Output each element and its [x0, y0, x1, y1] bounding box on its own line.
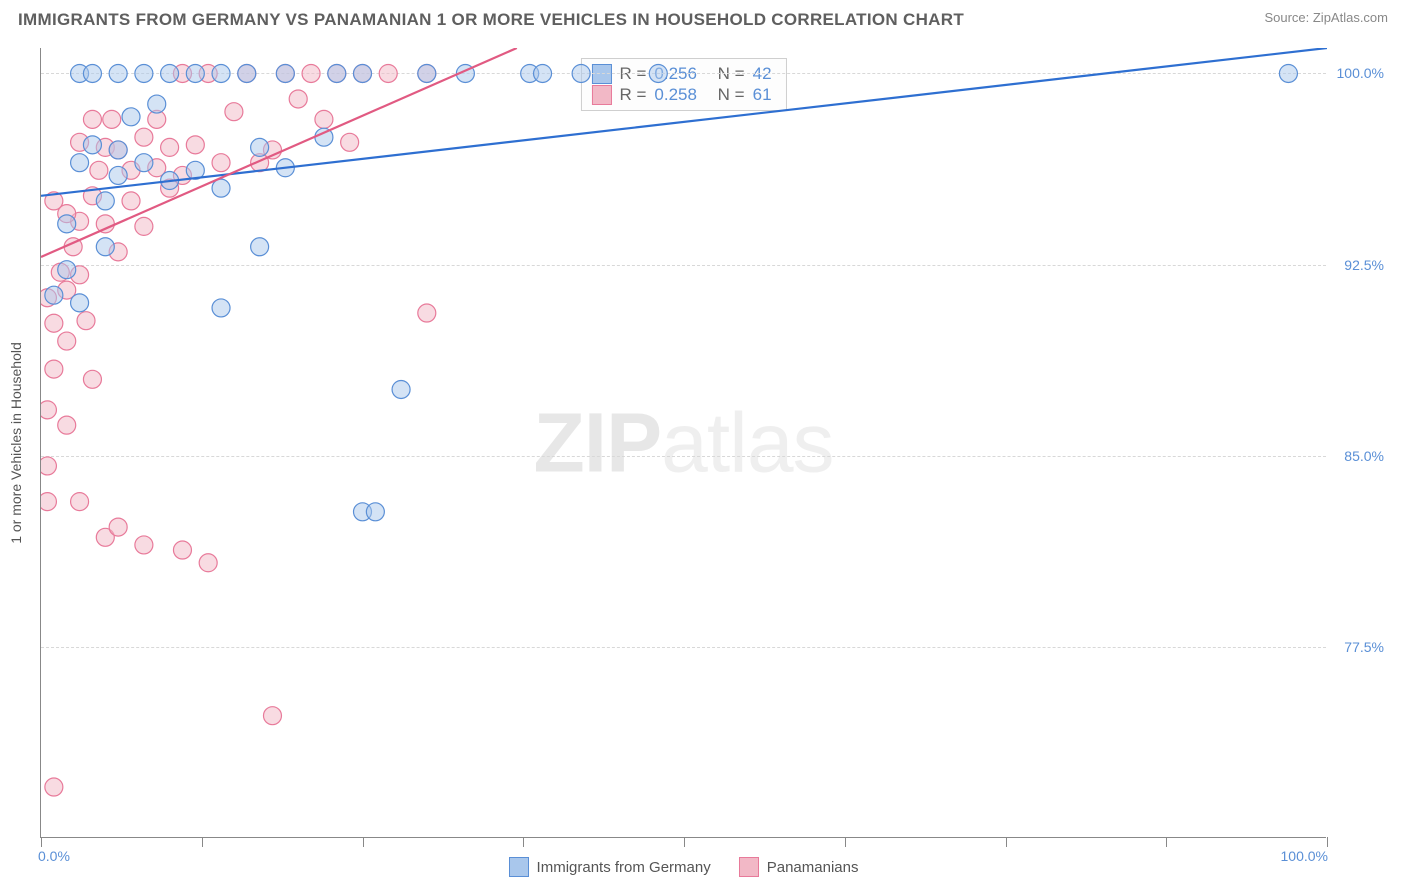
data-point [96, 192, 114, 210]
x-tick [1006, 837, 1007, 847]
data-point [96, 238, 114, 256]
data-point [41, 457, 56, 475]
data-point [135, 217, 153, 235]
data-point [58, 261, 76, 279]
data-point [534, 64, 552, 82]
y-axis-label: 1 or more Vehicles in Household [8, 342, 24, 544]
data-point [58, 332, 76, 350]
data-point [45, 286, 63, 304]
data-point [71, 154, 89, 172]
data-point [71, 294, 89, 312]
data-point [315, 110, 333, 128]
x-tick [1166, 837, 1167, 847]
source-name: ZipAtlas.com [1313, 10, 1388, 25]
swatch-panamanian-bottom-icon [739, 857, 759, 877]
trend-line [41, 48, 1327, 196]
x-tick [1327, 837, 1328, 847]
data-point [135, 154, 153, 172]
data-point [41, 493, 56, 511]
data-point [71, 493, 89, 511]
data-point [161, 64, 179, 82]
data-point [186, 64, 204, 82]
data-point [238, 64, 256, 82]
y-tick-label: 77.5% [1344, 639, 1384, 655]
data-point [251, 138, 269, 156]
data-point [122, 192, 140, 210]
data-point [251, 238, 269, 256]
y-tick-label: 92.5% [1344, 257, 1384, 273]
chart-source: Source: ZipAtlas.com [1264, 10, 1388, 25]
x-tick [845, 837, 846, 847]
data-point [186, 136, 204, 154]
data-point [109, 64, 127, 82]
data-point [1279, 64, 1297, 82]
data-point [173, 541, 191, 559]
scatter-svg [41, 48, 1327, 838]
legend-bottom: Immigrants from Germany Panamanians [41, 857, 1326, 877]
data-point [135, 128, 153, 146]
data-point [379, 64, 397, 82]
x-max-label: 100.0% [1281, 848, 1328, 864]
swatch-germany-bottom-icon [509, 857, 529, 877]
data-point [135, 536, 153, 554]
data-point [649, 64, 667, 82]
data-point [572, 64, 590, 82]
data-point [45, 314, 63, 332]
data-point [103, 110, 121, 128]
data-point [289, 90, 307, 108]
x-tick [363, 837, 364, 847]
data-point [199, 554, 217, 572]
plot-wrap: ZIPatlas 1 or more Vehicles in Household… [40, 48, 1370, 838]
data-point [90, 161, 108, 179]
data-point [109, 166, 127, 184]
chart-title: IMMIGRANTS FROM GERMANY VS PANAMANIAN 1 … [18, 10, 964, 30]
y-tick-label: 100.0% [1337, 65, 1384, 81]
data-point [161, 138, 179, 156]
data-point [77, 312, 95, 330]
data-point [212, 154, 230, 172]
x-min-label: 0.0% [38, 848, 70, 864]
data-point [122, 108, 140, 126]
data-point [83, 110, 101, 128]
data-point [45, 360, 63, 378]
data-point [341, 133, 359, 151]
data-point [83, 370, 101, 388]
data-point [366, 503, 384, 521]
x-tick [41, 837, 42, 847]
data-point [328, 64, 346, 82]
data-point [41, 401, 56, 419]
data-point [109, 141, 127, 159]
data-point [109, 518, 127, 536]
legend-item-panamanian: Panamanians [739, 857, 859, 877]
x-tick [684, 837, 685, 847]
data-point [418, 64, 436, 82]
data-point [83, 64, 101, 82]
data-point [83, 136, 101, 154]
title-bar: IMMIGRANTS FROM GERMANY VS PANAMANIAN 1 … [0, 0, 1406, 38]
plot-area: ZIPatlas 1 or more Vehicles in Household… [40, 48, 1326, 838]
data-point [418, 304, 436, 322]
x-tick [523, 837, 524, 847]
data-point [276, 64, 294, 82]
data-point [58, 215, 76, 233]
data-point [45, 778, 63, 796]
legend-label-panamanian: Panamanians [767, 859, 859, 876]
data-point [392, 380, 410, 398]
data-point [148, 95, 166, 113]
source-prefix: Source: [1264, 10, 1312, 25]
legend-label-germany: Immigrants from Germany [537, 859, 711, 876]
data-point [263, 707, 281, 725]
data-point [96, 215, 114, 233]
data-point [58, 416, 76, 434]
legend-item-germany: Immigrants from Germany [509, 857, 711, 877]
data-point [212, 299, 230, 317]
data-point [212, 64, 230, 82]
data-point [135, 64, 153, 82]
y-tick-label: 85.0% [1344, 448, 1384, 464]
data-point [225, 103, 243, 121]
data-point [354, 64, 372, 82]
x-tick [202, 837, 203, 847]
data-point [302, 64, 320, 82]
